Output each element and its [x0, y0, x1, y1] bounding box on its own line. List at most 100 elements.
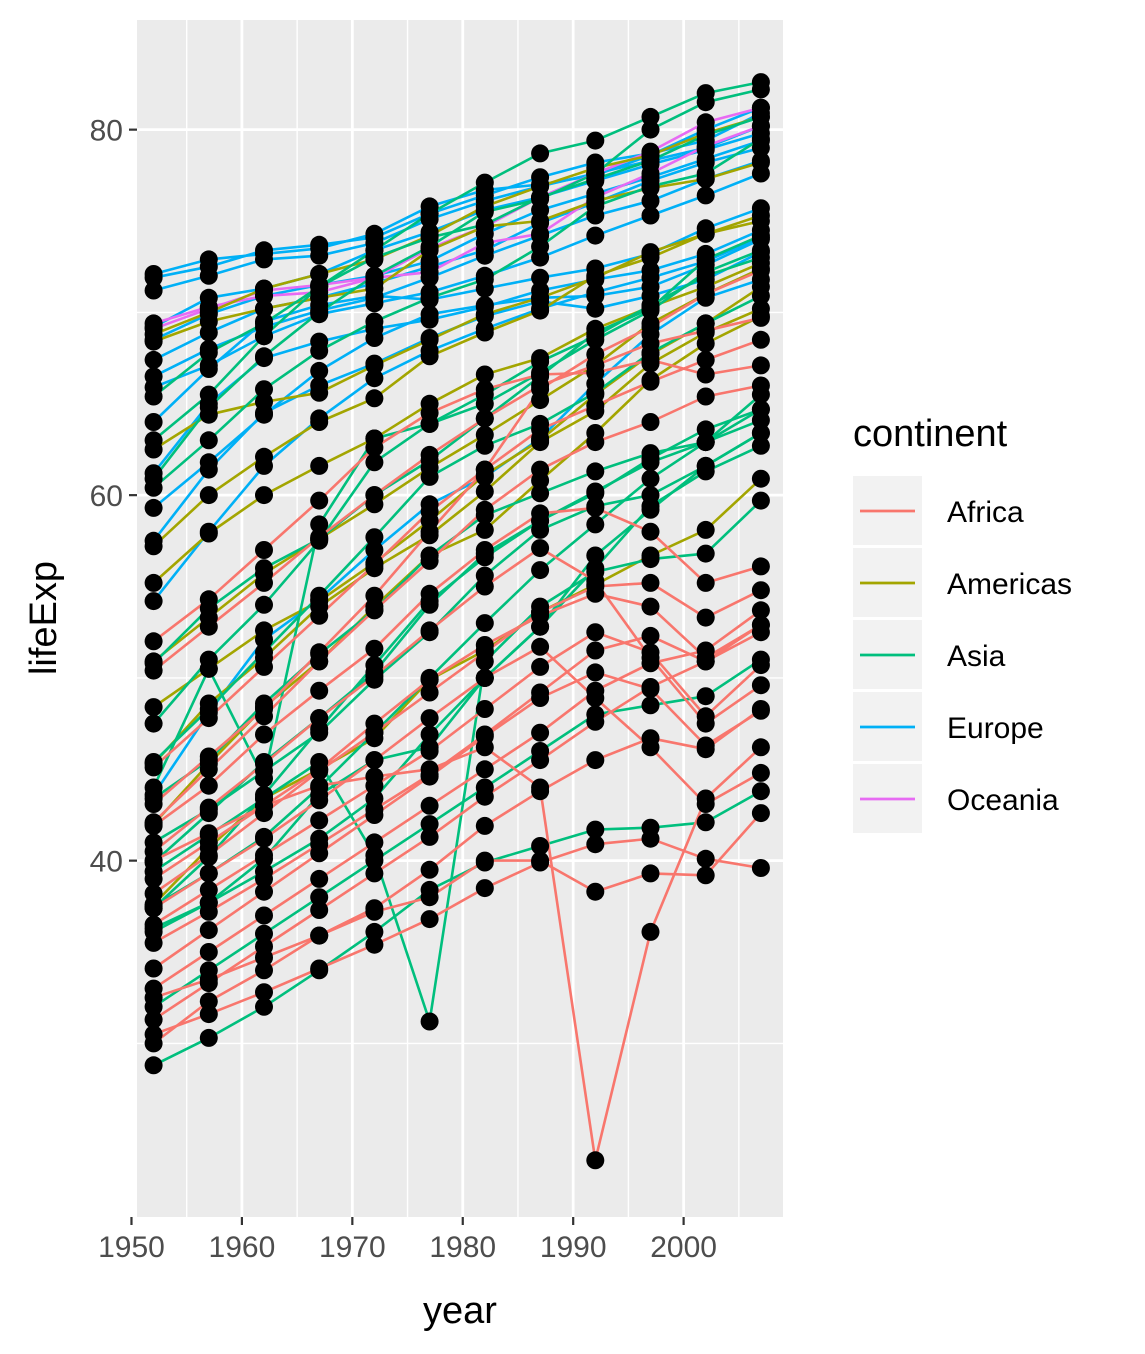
data-point — [255, 621, 273, 640]
data-point — [475, 614, 494, 633]
legend-label-oceania: Oceania — [947, 784, 1059, 817]
data-point — [420, 709, 439, 728]
data-point — [531, 212, 550, 230]
data-point — [420, 305, 439, 324]
y-tick-labels: 40 60 80 — [90, 115, 123, 879]
data-point — [365, 329, 384, 347]
data-point — [531, 539, 550, 558]
data-point — [696, 224, 715, 243]
data-point — [199, 992, 218, 1011]
data-point — [420, 827, 439, 846]
series-line-europe — [152, 236, 762, 602]
data-point — [696, 789, 715, 808]
data-point — [144, 816, 163, 835]
data-point — [199, 798, 218, 817]
data-point — [751, 286, 770, 305]
series-line-asia — [152, 88, 762, 480]
data-point — [365, 806, 384, 824]
data-point — [144, 698, 163, 717]
data-point — [144, 537, 163, 556]
data-point — [475, 323, 494, 342]
data-point — [751, 248, 770, 267]
data-point — [641, 334, 660, 353]
data-point — [696, 456, 715, 475]
data-point — [531, 144, 550, 163]
series-line-asia — [152, 294, 762, 763]
data-point — [365, 902, 384, 921]
series-line-americas — [152, 219, 762, 548]
data-point — [751, 557, 770, 576]
data-point — [751, 424, 770, 442]
data-point — [420, 742, 439, 760]
series-line-africa — [152, 338, 762, 769]
data-point — [310, 277, 329, 296]
data-point — [310, 361, 329, 380]
data-point — [586, 299, 605, 318]
data-point — [199, 864, 218, 883]
data-point — [255, 380, 273, 399]
data-point — [255, 486, 273, 505]
data-point — [144, 413, 163, 431]
series-line-asia — [152, 137, 762, 489]
data-point — [365, 389, 384, 408]
series-line-americas — [152, 214, 762, 451]
data-point — [641, 191, 660, 210]
data-point — [751, 80, 770, 99]
data-point — [641, 372, 660, 391]
data-point — [255, 961, 273, 980]
series-line-asia — [152, 115, 762, 398]
data-point — [420, 288, 439, 307]
data-point — [751, 804, 770, 823]
data-point — [255, 882, 273, 901]
data-point — [475, 541, 494, 559]
data-point — [420, 860, 439, 879]
data-point — [420, 228, 439, 247]
data-point — [255, 299, 273, 318]
data-point — [310, 926, 329, 945]
data-point — [696, 740, 715, 759]
data-point — [420, 888, 439, 907]
data-point — [531, 853, 550, 872]
data-point — [144, 959, 163, 978]
data-point — [365, 248, 384, 267]
data-point — [531, 520, 550, 539]
data-point — [310, 811, 329, 830]
data-point — [531, 603, 550, 622]
data-point — [144, 933, 163, 952]
data-point — [199, 970, 218, 989]
data-point — [586, 751, 605, 770]
data-point — [255, 754, 273, 773]
data-point — [531, 637, 550, 656]
data-point — [199, 590, 218, 609]
data-point — [144, 431, 163, 450]
data-point — [641, 626, 660, 645]
data-point — [751, 738, 770, 757]
x-tick-label: 1950 — [98, 1231, 165, 1264]
data-point — [144, 869, 163, 888]
data-point — [199, 902, 218, 921]
data-point — [475, 668, 494, 687]
data-point — [641, 469, 660, 488]
data-point — [199, 921, 218, 940]
data-point — [641, 573, 660, 592]
y-tick-label: 40 — [90, 846, 123, 879]
data-point — [751, 700, 770, 718]
data-point — [144, 851, 163, 870]
data-point — [696, 365, 715, 384]
series-line-asia — [152, 431, 762, 844]
data-point — [696, 321, 715, 340]
data-point — [751, 226, 770, 245]
series-line-africa — [152, 630, 762, 926]
data-point — [531, 751, 550, 770]
data-point — [586, 546, 605, 565]
data-point — [696, 520, 715, 539]
data-point — [751, 308, 770, 327]
data-point — [531, 484, 550, 503]
data-point — [420, 621, 439, 640]
data-point — [144, 884, 163, 903]
data-point — [696, 544, 715, 563]
data-point — [365, 639, 384, 658]
data-point — [586, 345, 605, 364]
data-point — [531, 268, 550, 287]
data-point — [475, 215, 494, 234]
